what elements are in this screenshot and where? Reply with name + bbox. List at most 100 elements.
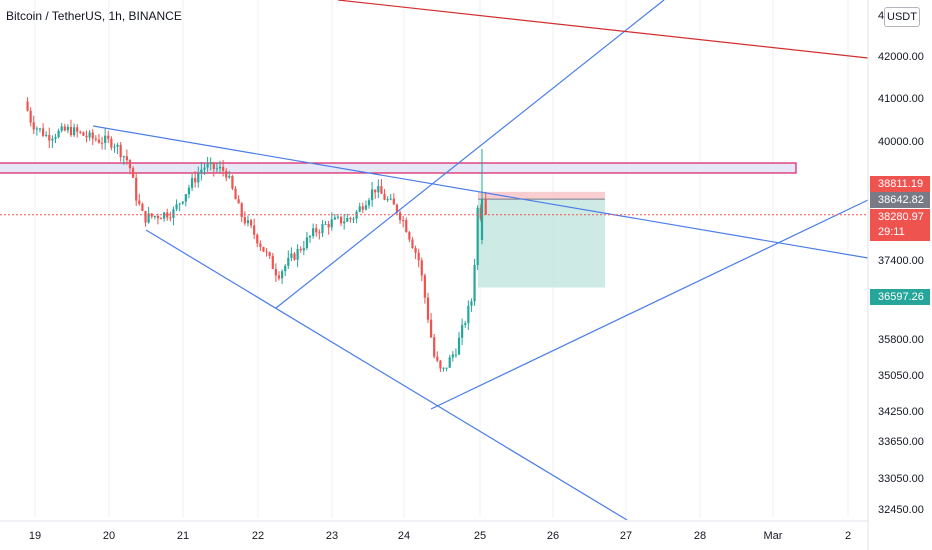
candle-body	[448, 357, 451, 368]
candle-body	[253, 225, 256, 235]
candle-body	[346, 217, 349, 222]
candle-body	[212, 162, 215, 170]
candle-body	[395, 204, 399, 213]
candle-body	[439, 360, 442, 369]
candle-body	[436, 356, 439, 361]
candle-body	[277, 275, 281, 279]
candle-body	[88, 132, 91, 138]
candle-body	[256, 234, 259, 244]
candle-body	[187, 187, 191, 195]
plot-area	[0, 0, 868, 520]
candle-body	[200, 169, 203, 174]
y-tick-label: 35050.00	[878, 370, 924, 382]
candle-body	[169, 217, 172, 219]
candle-body	[113, 146, 116, 148]
candle-body	[461, 324, 464, 338]
price-label-entry: 38642.82	[870, 192, 930, 208]
candle-body	[243, 217, 246, 224]
candle-body	[82, 132, 85, 136]
price-label-target-value: 36597.26	[878, 291, 924, 303]
candle-body	[32, 122, 35, 130]
x-tick-label: 28	[694, 530, 706, 542]
candle-body	[361, 206, 364, 210]
candle-body	[225, 170, 228, 178]
candle-body	[364, 205, 368, 210]
candle-body	[175, 204, 178, 210]
candle-body	[45, 134, 48, 136]
candle-body	[60, 126, 63, 131]
candle-body	[181, 201, 184, 204]
candle-body	[246, 220, 250, 224]
candle-body	[51, 138, 54, 141]
candle-body	[122, 156, 125, 158]
candle-body	[336, 216, 340, 218]
candle-body	[290, 253, 293, 258]
candle-body	[73, 127, 76, 136]
stop-zone	[478, 191, 605, 200]
candle-body	[209, 162, 212, 165]
candle-body	[166, 212, 169, 218]
candle-body	[408, 232, 411, 240]
candle-body	[479, 207, 482, 219]
candle-body	[231, 176, 234, 189]
candle-body	[172, 209, 175, 218]
candle-body	[433, 337, 436, 357]
x-tick-label: 25	[474, 530, 486, 542]
candle-body	[91, 132, 94, 139]
candle-body	[218, 166, 222, 169]
resistance-zone	[0, 162, 797, 174]
price-label-entry-value: 38642.82	[878, 194, 924, 206]
candle-body	[79, 131, 82, 133]
price-label-target: 36597.26	[870, 289, 930, 305]
x-tick-label: 22	[252, 530, 264, 542]
candle-body	[464, 323, 467, 325]
y-tick-label: 42000.00	[878, 51, 924, 63]
candle-body	[38, 128, 42, 130]
candle-body	[457, 337, 461, 355]
candle-body	[150, 213, 153, 217]
candle-body	[420, 260, 423, 276]
candle-body	[293, 253, 296, 260]
y-tick-label: 40000.00	[878, 136, 924, 148]
candle-body	[206, 164, 209, 168]
trendline	[275, 0, 665, 309]
candle-body	[76, 127, 79, 132]
candle-body	[358, 206, 361, 212]
y-tick-label: 33050.00	[878, 473, 924, 485]
x-tick-label: 26	[547, 530, 559, 542]
candle-body	[141, 203, 144, 211]
currency-badge[interactable]: USDT	[884, 7, 920, 27]
candle-body	[104, 135, 107, 143]
candle-body	[367, 200, 371, 206]
candle-body	[144, 210, 147, 223]
y-tick-label: 32450.00	[878, 504, 924, 516]
candle-body	[237, 199, 240, 204]
candle-body	[423, 275, 426, 298]
candle-body	[470, 301, 473, 306]
candle-body	[417, 252, 420, 261]
candle-body	[473, 265, 476, 302]
candle-body	[402, 220, 405, 222]
candle-body	[411, 239, 414, 249]
candle-body	[318, 232, 321, 234]
candle-body	[389, 198, 392, 200]
candle-body	[442, 367, 445, 369]
price-label-countdown: 29:11	[878, 226, 905, 238]
candle-body	[66, 126, 70, 131]
candle-body	[29, 110, 32, 123]
candle-body	[125, 156, 128, 161]
candle-body	[63, 126, 66, 131]
candle-body	[405, 220, 408, 233]
candle-body	[371, 189, 374, 201]
candle-body	[110, 138, 113, 148]
candle-body	[228, 176, 231, 178]
candle-body	[97, 139, 101, 143]
y-tick-label: 4	[878, 10, 884, 22]
candle-body	[321, 224, 324, 233]
candle-body	[429, 319, 433, 338]
candle-body	[476, 207, 479, 266]
candle-body	[234, 188, 237, 200]
candle-body	[54, 137, 57, 139]
candle-body	[262, 247, 265, 252]
